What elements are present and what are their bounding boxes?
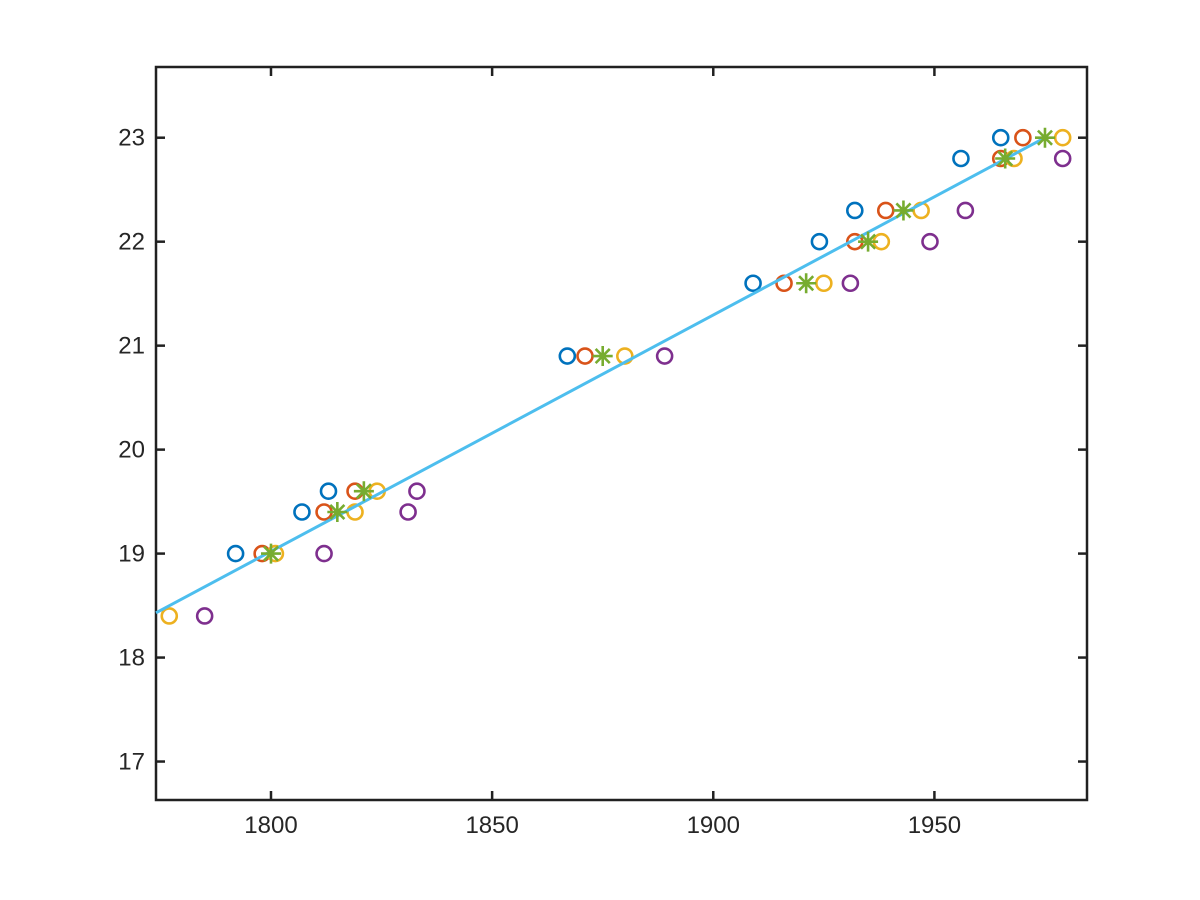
plot-frame — [154, 65, 1089, 802]
data-point-circle — [815, 274, 833, 293]
data-point-circle — [655, 347, 674, 365]
axes-layer: 1800 1850 1900 1950 17 18 19 20 21 22 23 — [118, 65, 1089, 839]
data-point-circle — [810, 232, 829, 251]
asterisk-markers-layer — [260, 127, 1055, 564]
data-point-asterisk — [995, 148, 1016, 169]
data-point-asterisk — [260, 543, 281, 564]
data-point-circle — [744, 274, 762, 293]
y-tick-label: 23 — [118, 125, 145, 152]
y-tick-label: 21 — [118, 333, 145, 360]
data-point-circle — [315, 544, 333, 563]
data-point-circle — [226, 544, 245, 563]
data-point-circle — [576, 347, 594, 365]
y-tick-label: 19 — [118, 541, 145, 568]
data-point-asterisk — [893, 200, 914, 221]
series-1-blue-circles — [226, 128, 1010, 563]
data-point-circle — [956, 201, 975, 220]
x-tick-label: 1800 — [244, 812, 297, 839]
x-tick-label: 1950 — [908, 812, 961, 839]
y-tick-label: 17 — [118, 749, 145, 776]
data-point-circle — [952, 149, 970, 168]
data-point-circle — [921, 232, 939, 251]
data-point-circle — [1053, 128, 1072, 147]
data-point-circle — [160, 607, 179, 625]
y-tick-label: 18 — [118, 645, 145, 672]
data-point-circle — [991, 128, 1010, 147]
data-point-circle — [876, 201, 895, 220]
data-point-asterisk — [592, 346, 613, 367]
data-point-asterisk — [796, 273, 817, 294]
y-tick-label: 22 — [118, 229, 145, 256]
data-point-asterisk — [1034, 127, 1055, 148]
data-point-asterisk — [327, 501, 348, 522]
x-tick-label: 1850 — [465, 812, 518, 839]
fit-line — [155, 136, 1046, 615]
series-4-purple-circles — [195, 149, 1072, 625]
data-point-circle — [558, 347, 577, 365]
data-point-circle — [408, 482, 426, 501]
data-point-circle — [841, 274, 860, 293]
data-point-circle — [1053, 149, 1072, 168]
data-point-circle — [293, 503, 311, 521]
x-tick-label: 1900 — [687, 812, 740, 839]
circle-markers-layer — [160, 128, 1072, 625]
data-point-circle — [399, 503, 417, 521]
series-3-yellow-circles — [160, 128, 1072, 625]
data-point-asterisk — [858, 231, 879, 252]
y-tick-label: 20 — [118, 437, 145, 464]
series-5-green-asterisks — [260, 127, 1055, 564]
data-point-circle — [846, 201, 864, 220]
data-point-circle — [195, 607, 214, 625]
fit-line-layer — [155, 136, 1046, 615]
data-point-circle — [319, 482, 338, 501]
data-point-asterisk — [353, 481, 374, 502]
data-point-circle — [1014, 128, 1032, 147]
